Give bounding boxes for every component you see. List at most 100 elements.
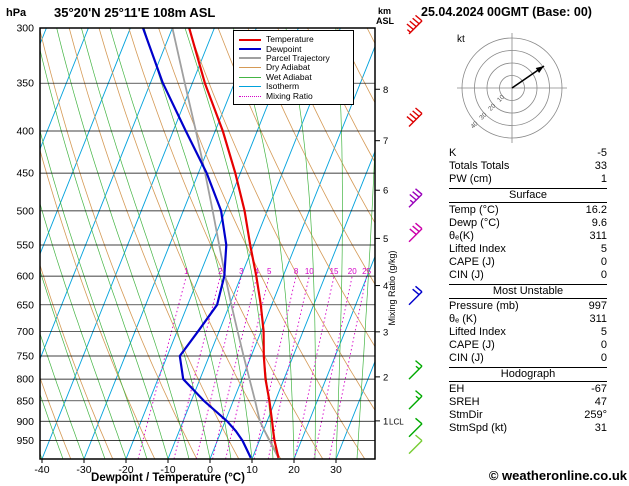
stat-row: StmDir 259° <box>449 409 607 422</box>
svg-text:6: 6 <box>383 186 388 197</box>
legend: Temperature Dewpoint Parcel Trajectory Dry … <box>233 30 354 105</box>
stats-panel: 10 20 30 40 kt K -5 Totals Totals 33 PW (cm) 1 Sur… <box>425 0 629 486</box>
stat-label: Totals Totals <box>449 160 510 172</box>
stat-label: θₑ(K) <box>449 230 474 242</box>
dewpoint-curve <box>141 28 252 459</box>
stat-row: Temp (°C) 16.2 <box>449 204 607 217</box>
stat-row: EH -67 <box>449 383 607 396</box>
wind-barb <box>408 360 423 380</box>
stat-label: K <box>449 147 457 159</box>
svg-text:600: 600 <box>16 271 34 283</box>
svg-text:ASL: ASL <box>376 16 395 26</box>
stat-value: 259° <box>584 409 607 421</box>
pressure-unit-label: hPa <box>6 7 27 19</box>
svg-text:5: 5 <box>383 234 388 245</box>
svg-text:350: 350 <box>16 78 34 90</box>
parcel-trajectory-curve <box>171 28 280 459</box>
stat-row: Dewp (°C) 9.6 <box>449 217 607 230</box>
stat-row: θₑ (K) 311 <box>449 313 607 326</box>
wind-barb <box>408 390 423 410</box>
svg-text:800: 800 <box>16 374 34 386</box>
legend-item: Isotherm <box>239 82 349 91</box>
section-title: Most Unstable <box>449 284 607 299</box>
stat-label: CIN (J) <box>449 352 484 364</box>
svg-text:500: 500 <box>16 205 34 217</box>
legend-swatch <box>239 67 261 69</box>
svg-text:750: 750 <box>16 351 34 363</box>
stat-row: CAPE (J) 0 <box>449 256 607 269</box>
svg-text:950: 950 <box>16 435 34 447</box>
stat-label: θₑ (K) <box>449 313 477 325</box>
stat-value: 0 <box>600 269 607 281</box>
legend-label: Mixing Ratio <box>266 90 313 101</box>
stat-row: StmSpd (kt) 31 <box>449 422 607 435</box>
svg-text:30: 30 <box>330 464 342 476</box>
stat-value: 5 <box>600 243 607 255</box>
mixing-ratio-axis-label: Mixing Ratio (g/kg) <box>387 250 397 325</box>
stats-table: K -5 Totals Totals 33 PW (cm) 1 Surface Temp (°… <box>449 147 607 435</box>
wind-barb <box>406 14 423 35</box>
stat-label: Pressure (mb) <box>449 300 519 312</box>
svg-text:-30: -30 <box>76 464 91 476</box>
stat-value: 31 <box>594 422 607 434</box>
svg-text:400: 400 <box>16 125 34 137</box>
wind-barbs <box>406 14 423 455</box>
svg-text:-20: -20 <box>118 464 133 476</box>
legend-swatch <box>239 86 261 88</box>
pressure-axis-labels: 300 350 400 450 500 550 600 650 700 750 800 850 900 9… <box>16 23 34 448</box>
svg-text:8: 8 <box>294 267 299 276</box>
stat-value: 311 <box>589 230 607 242</box>
wind-barb <box>408 285 423 306</box>
temperature-curve <box>188 28 280 459</box>
legend-item: Mixing Ratio <box>239 91 349 100</box>
stat-label: CAPE (J) <box>449 339 495 351</box>
stat-value: 16.2 <box>585 204 607 216</box>
legend-label: Wet Adiabat <box>266 71 312 82</box>
x-axis-label: Dewpoint / Temperature (°C) <box>91 472 245 484</box>
legend-label: Parcel Trajectory <box>266 52 330 63</box>
svg-text:20: 20 <box>348 267 357 276</box>
svg-text:5: 5 <box>267 267 272 276</box>
wind-barb <box>408 417 423 438</box>
legend-item: Wet Adiabat <box>239 71 349 82</box>
storm-motion-arrowhead <box>535 66 544 74</box>
wind-barb <box>408 222 423 243</box>
svg-text:10: 10 <box>246 464 258 476</box>
stat-label: Dewp (°C) <box>449 217 500 229</box>
stat-row: Pressure (mb) 997 <box>449 300 607 313</box>
stat-row: SREH 47 <box>449 396 607 409</box>
wind-barb <box>408 434 423 455</box>
hodograph-unit-label: kt <box>457 34 465 45</box>
svg-text:15: 15 <box>330 267 339 276</box>
svg-text:-40: -40 <box>34 464 49 476</box>
stat-value: 0 <box>600 339 607 351</box>
stat-label: Lifted Index <box>449 243 506 255</box>
stat-value: 0 <box>600 256 607 268</box>
copyright: © weatheronline.co.uk <box>488 468 627 483</box>
svg-text:2: 2 <box>383 372 388 383</box>
temperature-axis: -40 -30 -20 -10 0 10 20 30 <box>34 459 342 476</box>
legend-swatch <box>239 76 261 78</box>
plot-border <box>39 27 376 460</box>
stat-value: 5 <box>600 326 607 338</box>
legend-item: Parcel Trajectory <box>239 52 349 63</box>
skewt-chart: 1 2 3 4 5 8 10 15 20 2530035040045050055060065070… <box>16 6 423 484</box>
stat-row: CIN (J) 0 <box>449 269 607 282</box>
svg-text:550: 550 <box>16 239 34 251</box>
svg-text:1: 1 <box>383 416 388 427</box>
stat-label: SREH <box>449 396 480 408</box>
stat-row: Lifted Index 5 <box>449 243 607 256</box>
svg-text:10: 10 <box>496 93 506 103</box>
stat-row: Lifted Index 5 <box>449 326 607 339</box>
section-title: Surface <box>449 188 607 203</box>
stat-row: CIN (J) 0 <box>449 352 607 365</box>
stat-row: CAPE (J) 0 <box>449 339 607 352</box>
svg-text:-10: -10 <box>160 464 175 476</box>
stat-value: -67 <box>591 383 607 395</box>
svg-text:1: 1 <box>184 267 189 276</box>
legend-swatch <box>239 57 261 60</box>
svg-text:450: 450 <box>16 168 34 180</box>
svg-text:20: 20 <box>288 464 300 476</box>
